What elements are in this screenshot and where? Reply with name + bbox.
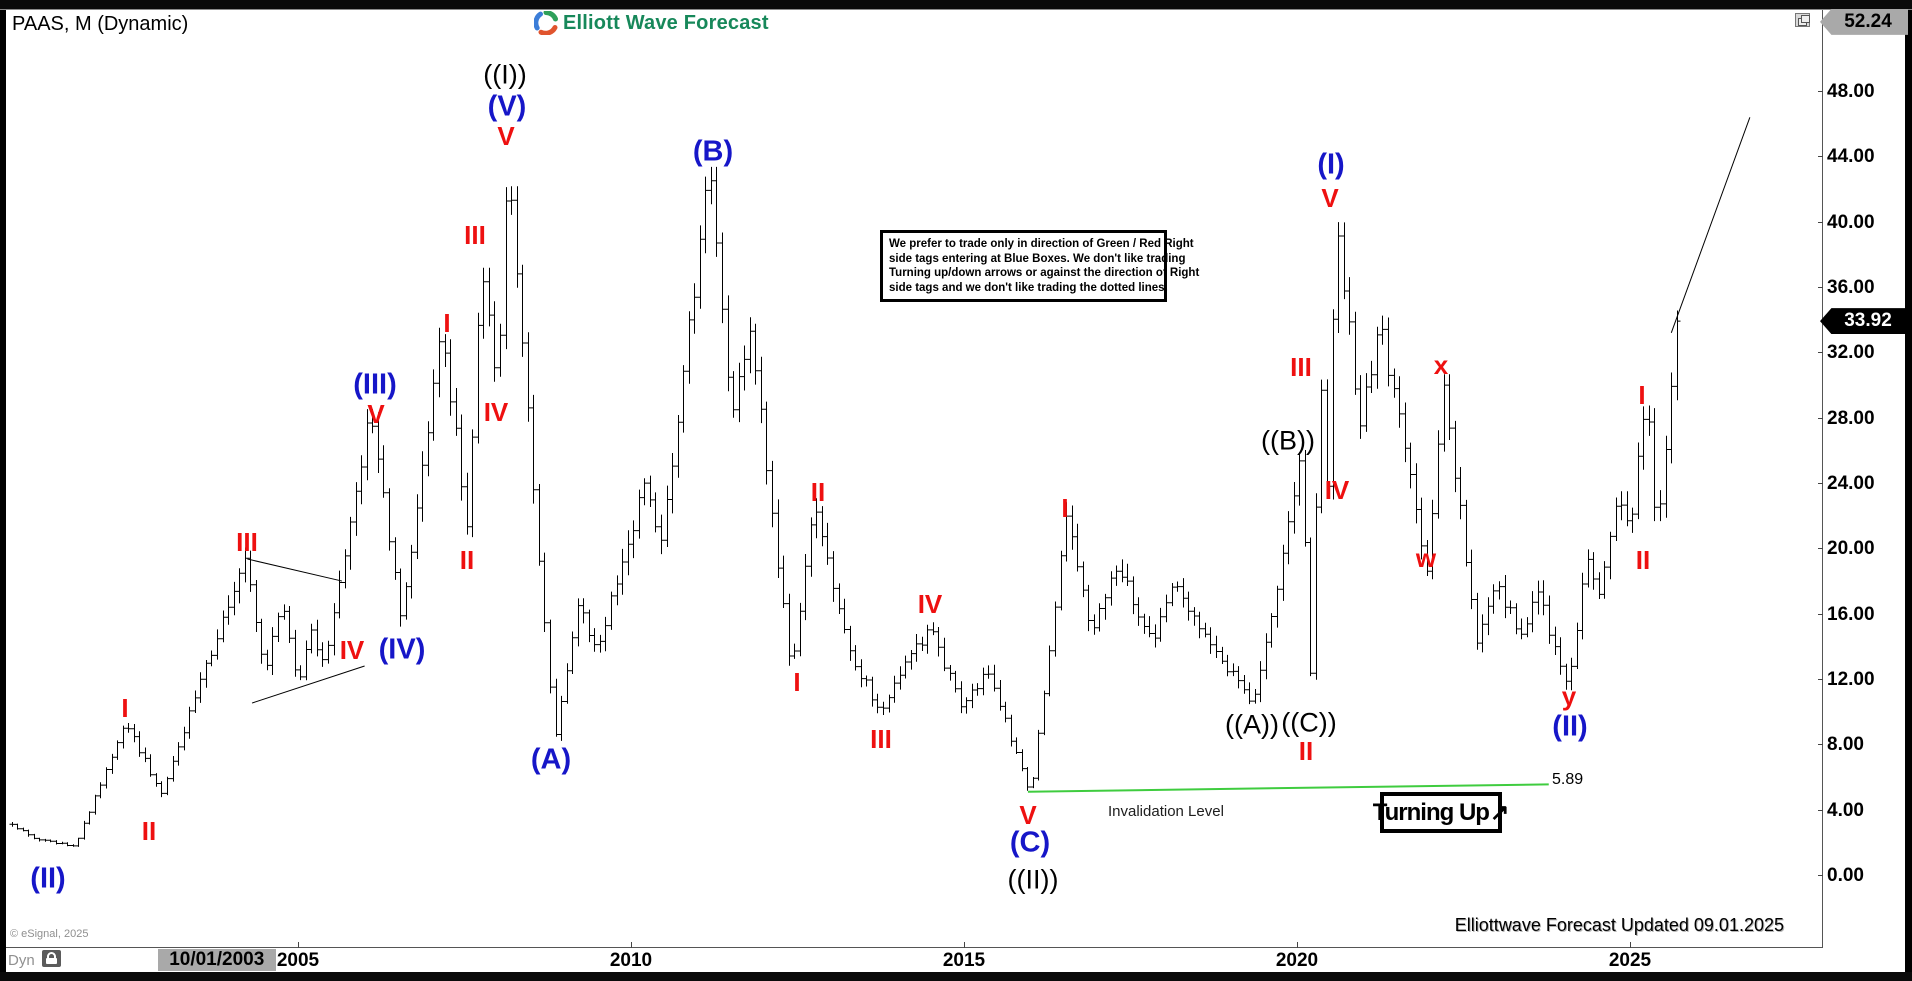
turning-up-badge: Turning Up ↗ bbox=[1373, 792, 1509, 833]
start-date-tag: 10/01/2003 bbox=[157, 949, 276, 971]
disclaimer-line: side tags and we don't like trading the … bbox=[889, 281, 1168, 294]
brand-logo-text: Elliott Wave Forecast bbox=[563, 11, 769, 34]
disclaimer-line: We prefer to trade only in direction of … bbox=[889, 238, 1194, 250]
window-top-border bbox=[0, 0, 1912, 10]
time-axis-line bbox=[6, 947, 1823, 948]
brand-logo: Elliott Wave Forecast bbox=[533, 10, 769, 36]
turning-up-text: Turning Up bbox=[1372, 798, 1490, 826]
price-tick-mark bbox=[1818, 809, 1823, 811]
year-tick-label: 2005 bbox=[276, 950, 320, 971]
year-tick-label: 2020 bbox=[1275, 950, 1319, 971]
price-tick-mark bbox=[1818, 744, 1823, 746]
elliott-wave-logo-icon bbox=[533, 10, 558, 36]
price-tick-mark bbox=[1818, 156, 1823, 158]
price-tick-label: 20.00 bbox=[1827, 538, 1875, 560]
price-tick-label: 24.00 bbox=[1827, 473, 1875, 495]
session-high-price-tag: 52.24 bbox=[1820, 8, 1908, 35]
price-tick-label: 0.00 bbox=[1827, 865, 1864, 886]
lock-icon[interactable] bbox=[42, 950, 61, 967]
price-tick-label: 40.00 bbox=[1827, 211, 1875, 233]
price-tick-label: 44.00 bbox=[1827, 146, 1875, 168]
price-tick-mark bbox=[1818, 91, 1823, 93]
trading-disclaimer-box: We prefer to trade only in direction of … bbox=[880, 230, 1200, 302]
popout-window-icon[interactable] bbox=[1795, 13, 1810, 27]
price-tick-label: 32.00 bbox=[1827, 342, 1875, 364]
esignal-copyright: © eSignal, 2025 bbox=[10, 928, 89, 940]
price-tick-mark bbox=[1818, 417, 1823, 419]
invalidation-price-label: 5.89 bbox=[1552, 771, 1584, 788]
price-tick-label: 12.00 bbox=[1827, 669, 1875, 691]
year-tick-label: 2025 bbox=[1608, 950, 1652, 971]
lock-icon-shackle bbox=[47, 952, 56, 958]
price-tick-mark bbox=[1818, 613, 1823, 615]
year-tick-label: 2015 bbox=[942, 950, 986, 971]
year-tick-mark bbox=[631, 942, 632, 948]
year-tick-label: 2010 bbox=[609, 950, 653, 971]
year-tick-mark bbox=[1630, 942, 1631, 948]
price-tick-mark bbox=[1818, 352, 1823, 354]
price-tick-label: 4.00 bbox=[1827, 799, 1864, 821]
disclaimer-line: side tags entering at Blue Boxes. We don… bbox=[889, 252, 1186, 265]
price-tick-label: 8.00 bbox=[1827, 734, 1864, 756]
disclaimer-line: Turning up/down arrows or against the di… bbox=[889, 267, 1200, 279]
popout-icon-square-front bbox=[1801, 15, 1810, 23]
last-price-tag: 33.92 bbox=[1820, 308, 1908, 335]
price-tick-mark bbox=[1818, 679, 1823, 681]
chart-title: PAAS, M (Dynamic) bbox=[12, 13, 189, 35]
chart-canvas[interactable] bbox=[6, 10, 1905, 972]
price-tick-mark bbox=[1818, 221, 1823, 223]
price-tick-label: 16.00 bbox=[1827, 603, 1875, 625]
price-tick-mark bbox=[1818, 483, 1823, 485]
year-tick-mark bbox=[964, 942, 965, 948]
price-tick-mark bbox=[1818, 287, 1823, 289]
price-tick-label: 48.00 bbox=[1827, 81, 1875, 103]
price-tick-label: 28.00 bbox=[1827, 407, 1875, 429]
price-tick-mark bbox=[1818, 548, 1823, 550]
price-tick-mark bbox=[1818, 875, 1823, 876]
year-tick-mark bbox=[298, 942, 299, 948]
year-tick-mark bbox=[1297, 942, 1298, 948]
invalidation-level-label: Invalidation Level bbox=[1108, 803, 1224, 820]
price-axis-line bbox=[1822, 10, 1823, 947]
dyn-tab[interactable]: Dyn bbox=[8, 952, 35, 969]
up-right-arrow-icon: ↗ bbox=[1489, 799, 1510, 825]
lock-icon-body bbox=[46, 958, 57, 964]
price-tick-label: 36.00 bbox=[1827, 277, 1875, 299]
forecast-updated-note: Elliottwave Forecast Updated 09.01.2025 bbox=[1454, 915, 1784, 935]
window-bottom-border bbox=[0, 972, 1912, 981]
